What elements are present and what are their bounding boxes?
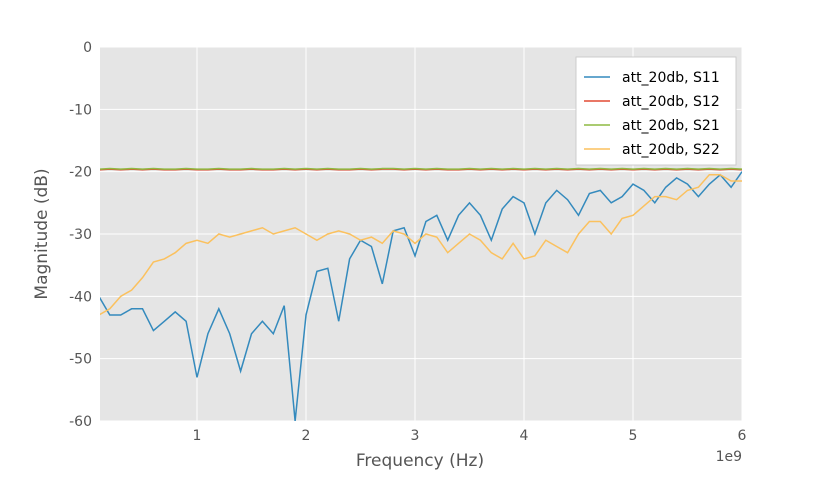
x-tick-label: 4 [520,428,529,444]
x-offset-label: 1e9 [716,449,742,465]
series-line [100,167,742,170]
series-line [100,174,742,316]
x-tick-label: 6 [738,428,747,444]
legend-label: att_20db, S22 [622,142,720,158]
y-tick-label: -20 [69,165,92,181]
y-tick-label: -30 [69,227,92,243]
x-axis-label: Frequency (Hz) [356,451,484,471]
legend-label: att_20db, S11 [622,70,720,86]
legend-label: att_20db, S21 [622,118,720,134]
x-tick-label: 5 [629,428,638,444]
y-tick-label: -10 [69,102,92,118]
y-tick-label: -60 [69,414,92,430]
legend-box [575,56,737,166]
x-tick-label: 2 [302,428,311,444]
y-tick-label: -40 [69,289,92,305]
y-axis-label: Magnitude (dB) [32,168,52,299]
x-tick-label: 1 [193,428,202,444]
legend-label: att_20db, S12 [622,94,720,110]
y-tick-label: 0 [83,40,92,56]
x-tick-label: 3 [411,428,420,444]
y-tick-label: -50 [69,352,92,368]
